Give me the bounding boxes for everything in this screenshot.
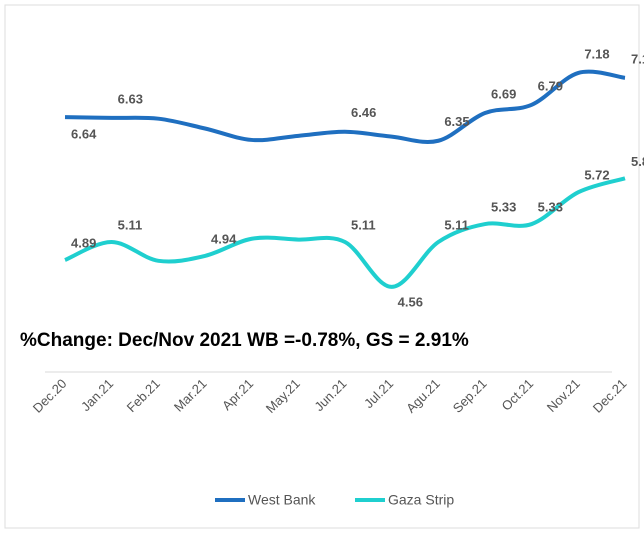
x-tick-label: Jun.21 <box>311 376 349 414</box>
x-tick-label: Dec.21 <box>590 376 630 416</box>
x-tick-label: Sep.21 <box>450 376 490 416</box>
data-label: 6.64 <box>71 127 97 142</box>
data-label: 5.11 <box>118 217 143 232</box>
line <box>64 176 626 289</box>
data-label: 6.79 <box>538 78 563 93</box>
x-tick-label: Mar.21 <box>171 376 210 415</box>
data-label: 4.89 <box>71 235 96 250</box>
data-label: 7.18 <box>584 46 609 61</box>
data-label: 5.11 <box>444 217 469 232</box>
x-tick-label: Feb.21 <box>124 376 163 415</box>
x-tick-label: Oct.21 <box>499 376 537 414</box>
x-tick-label: Jan.21 <box>78 376 116 414</box>
legend-label: West Bank <box>248 492 316 508</box>
data-label: 6.63 <box>118 91 143 106</box>
legend-label: Gaza Strip <box>388 492 454 508</box>
data-label: 4.94 <box>211 231 237 246</box>
data-label: 7.12 <box>631 51 644 66</box>
annotation: %Change: Dec/Nov 2021 WB =-0.78%, GS = 2… <box>20 330 469 351</box>
data-label: 6.35 <box>444 114 469 129</box>
data-label: 5.33 <box>538 199 563 214</box>
x-tick-label: Nov.21 <box>544 376 583 415</box>
x-tick-label: May.21 <box>263 376 303 416</box>
x-tick-label: Dec.20 <box>30 376 70 416</box>
data-label: 5.72 <box>584 168 609 183</box>
data-label: 5.89 <box>631 154 644 169</box>
data-label: 4.56 <box>398 294 423 309</box>
x-tick-label: Jul.21 <box>361 376 396 411</box>
x-tick-label: Apr.21 <box>219 376 256 413</box>
data-label: 5.33 <box>491 199 516 214</box>
data-label: 6.69 <box>491 86 516 101</box>
chart-border <box>4 4 640 529</box>
line <box>64 69 626 144</box>
data-label: 5.11 <box>351 217 376 232</box>
x-tick-label: Agu.21 <box>403 376 443 416</box>
data-label: 6.46 <box>351 105 376 120</box>
